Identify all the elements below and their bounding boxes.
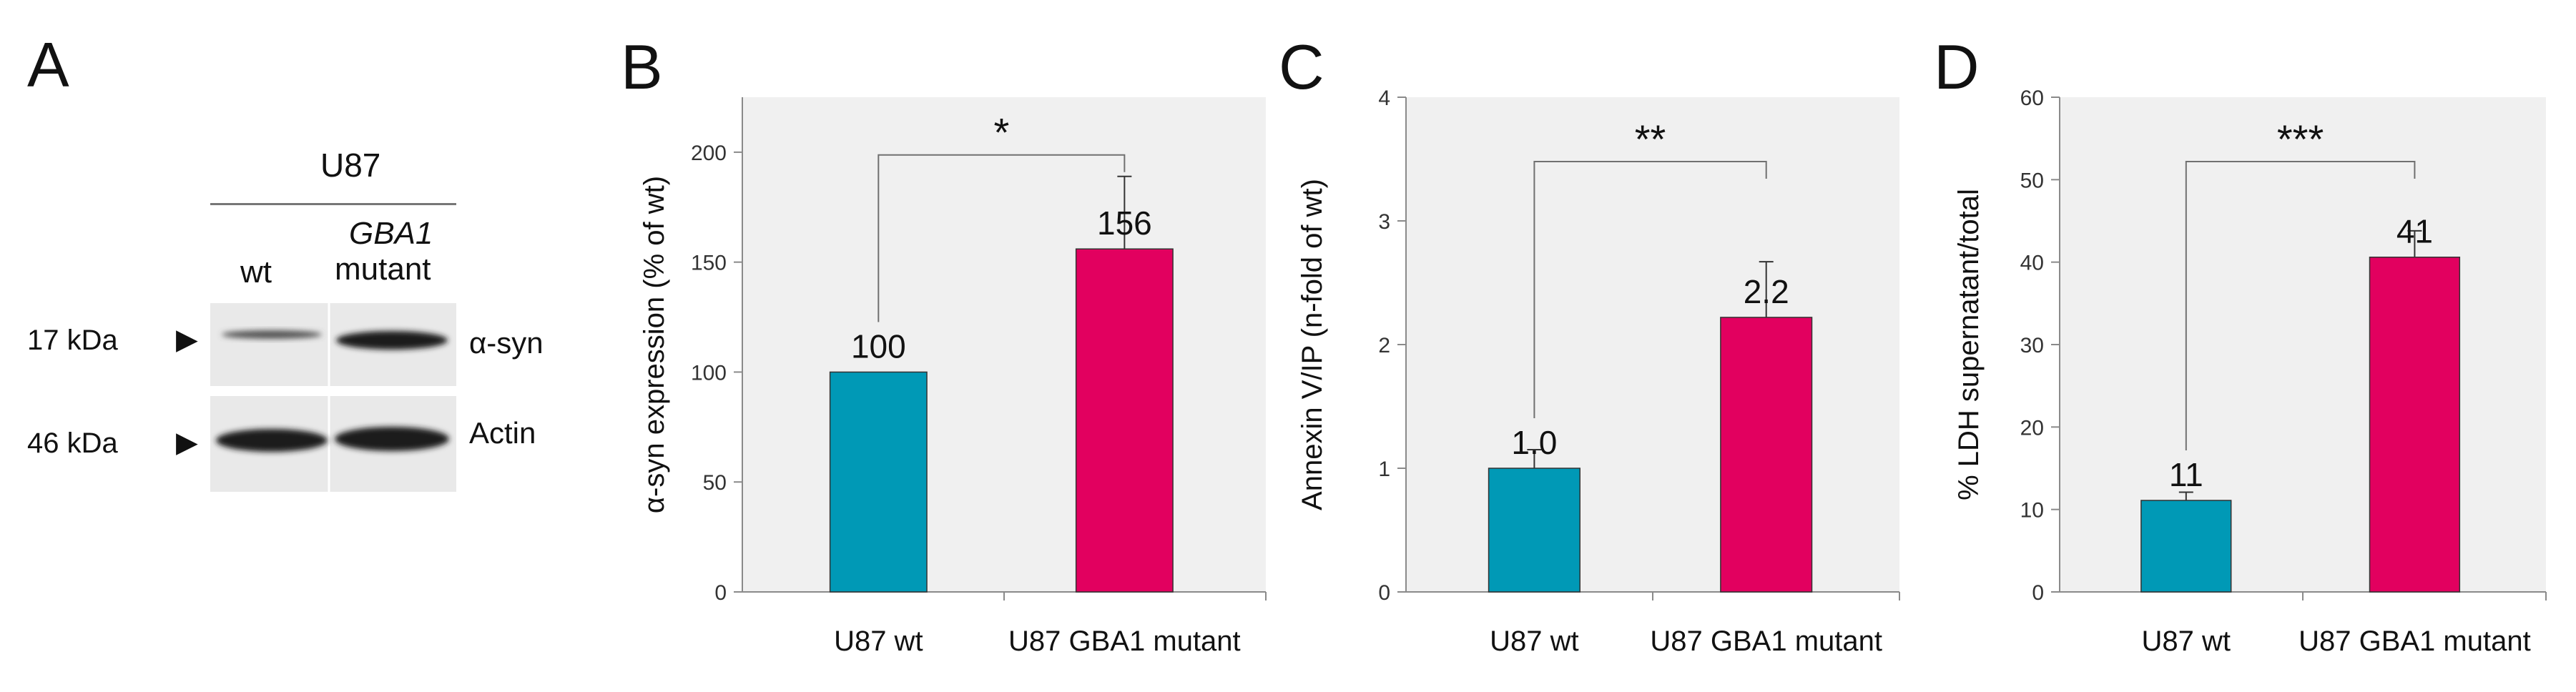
value-label-b-1: 156: [1097, 204, 1152, 242]
marker-weight-17kda: 17 kDa: [27, 325, 118, 356]
plot-area-b: [742, 97, 1266, 592]
y-tick-label-c: 0: [1378, 581, 1390, 605]
marker-arrow-46kda: ▶: [176, 427, 198, 458]
value-label-b-0: 100: [851, 327, 906, 365]
significance-bracket-d: [2185, 161, 2416, 450]
value-label-d-1: 41: [2396, 213, 2433, 250]
y-tick-label-d: 0: [2032, 581, 2044, 605]
y-tick-label-c: 2: [1378, 334, 1390, 357]
bar-d-mutant: [2369, 256, 2461, 593]
band-mutant-actin: [335, 427, 449, 451]
bar-c-mutant: [1720, 317, 1813, 593]
y-tick-label-d: 60: [2020, 86, 2044, 110]
panel-letter-b: B: [621, 31, 663, 102]
plot-area-c: [1406, 97, 1899, 592]
panel-letter-c: C: [1279, 31, 1324, 102]
bar-b-wt: [829, 371, 928, 593]
y-tick-label-d: 50: [2020, 169, 2044, 192]
y-tick-label-c: 3: [1378, 210, 1390, 234]
y-axis-label-c: Annexin V/IP (n-fold of wt): [1297, 179, 1328, 510]
x-tick-label-d-1: U87 GBA1 mutant: [2299, 626, 2531, 657]
y-tick-label-c: 1: [1378, 458, 1390, 481]
marker-arrow-17kda: ▶: [176, 324, 198, 355]
x-tick-label-b-0: U87 wt: [834, 626, 923, 657]
band-wt-actin: [216, 429, 328, 452]
panel-letter-a: A: [27, 29, 69, 100]
significance-marker-d: ***: [2277, 117, 2324, 162]
significance-bracket-c: [1533, 161, 1767, 418]
blot-header-rule: [210, 203, 456, 205]
value-label-d-0: 11: [2169, 456, 2203, 493]
y-tick-label-d: 40: [2020, 252, 2044, 275]
value-label-c-0: 1.0: [1511, 424, 1557, 461]
y-tick-label-b: 150: [691, 252, 727, 275]
y-axis-label-d: % LDH supernatant/total: [1953, 189, 1985, 500]
x-tick-label-c-1: U87 GBA1 mutant: [1650, 626, 1882, 657]
value-label-c-1: 2.2: [1744, 273, 1789, 310]
y-axis-label-b: α-syn expression (% of wt): [639, 176, 670, 513]
panel-letter-d: D: [1934, 31, 1980, 102]
x-tick-label-d-0: U87 wt: [2142, 626, 2231, 657]
marker-weight-46kda: 46 kDa: [27, 427, 118, 459]
y-tick-label-b: 200: [691, 142, 727, 165]
y-tick-label-d: 30: [2020, 334, 2044, 357]
band-wt-alpha-syn: [222, 330, 322, 339]
y-tick-label-d: 20: [2020, 416, 2044, 440]
blot-lane-mutant: mutant: [335, 252, 431, 287]
significance-marker-b: *: [993, 110, 1009, 155]
y-tick-label-b: 50: [703, 471, 727, 495]
blot-lane-wt: wt: [240, 254, 272, 290]
bar-b-mutant: [1075, 248, 1174, 593]
significance-marker-c: **: [1635, 117, 1666, 162]
bar-d-wt: [2140, 500, 2232, 593]
x-tick-label-b-1: U87 GBA1 mutant: [1008, 626, 1241, 657]
band-label-alpha-syn: α-syn: [469, 326, 544, 360]
significance-bracket-b: [877, 154, 1126, 322]
y-tick-label-b: 100: [691, 361, 727, 385]
band-mutant-alpha-syn: [336, 331, 448, 350]
western-blot-image: [210, 303, 456, 492]
y-tick-label-c: 4: [1378, 86, 1390, 110]
y-tick-label-d: 10: [2020, 499, 2044, 523]
bar-c-wt: [1488, 468, 1580, 593]
x-tick-label-c-0: U87 wt: [1490, 626, 1579, 657]
blot-lane-mutant-gene: GBA1: [349, 216, 433, 251]
band-label-actin: Actin: [469, 416, 536, 450]
y-tick-label-b: 0: [714, 581, 727, 605]
blot-cell-line-label: U87: [320, 147, 381, 184]
plot-area-d: [2060, 97, 2546, 592]
